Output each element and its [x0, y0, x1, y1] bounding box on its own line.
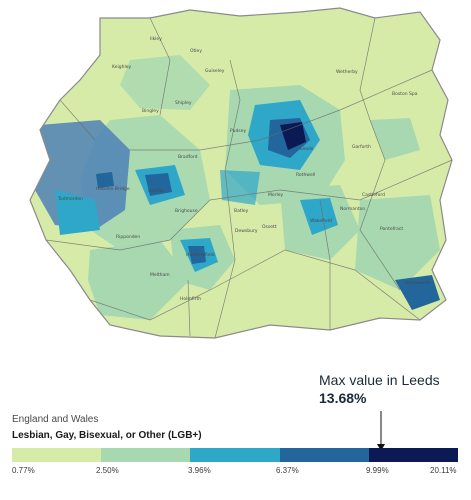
legend-tick: 3.96%: [188, 466, 211, 475]
place-label: Brighouse: [175, 208, 198, 214]
place-label: Ripponden: [116, 234, 140, 240]
place-label: Dewsbury: [235, 228, 258, 234]
place-label: Wakefield: [310, 218, 332, 224]
legend-swatch: [190, 448, 280, 462]
place-label: Normanton: [340, 206, 365, 212]
place-labels: Wetherby Otley Guiseley Keighley Shipley…: [57, 36, 431, 302]
place-label: Pudsey: [230, 128, 246, 134]
place-label: Meltham: [150, 272, 170, 278]
legend-swatch: [279, 448, 369, 462]
legend-swatch: [368, 448, 459, 462]
legend-tick: 20.11%: [430, 466, 457, 475]
place-label: Huddersfield: [186, 252, 215, 258]
district-boundaries: [45, 17, 453, 339]
place-label: Garforth: [352, 144, 371, 150]
place-label: Rothwell: [296, 172, 315, 178]
place-label: Ossett: [262, 224, 277, 230]
place-label: Keighley: [112, 64, 131, 70]
legend-tick: 9.99%: [366, 466, 389, 475]
place-label: Bradford: [178, 154, 198, 160]
place-label: Hebden Bridge: [96, 186, 130, 192]
place-label: Hemsworth: [405, 280, 431, 286]
max-value-callout: Max value in Leeds 13.68%: [319, 371, 469, 407]
place-label: Halifax: [148, 188, 164, 194]
legend-color-bar: [12, 448, 459, 462]
place-label: Batley: [234, 208, 249, 214]
legend-tick: 0.77%: [12, 466, 35, 475]
region-fill: [30, 8, 452, 338]
place-label: Leeds: [300, 146, 314, 152]
place-label: Otley: [190, 48, 202, 54]
leeds-max-area: [280, 122, 306, 150]
place-label: Pontefract: [380, 226, 403, 232]
legend-swatch: [101, 448, 191, 462]
place-label: Wetherby: [336, 69, 358, 75]
legend-tick: 2.50%: [96, 466, 119, 475]
place-label: Boston Spa: [392, 91, 418, 97]
legend-ticks: 0.77% 2.50% 3.96% 6.37% 9.99% 20.11%: [12, 466, 458, 478]
callout-prefix: Max value in Leeds: [319, 372, 440, 388]
place-label: Guiseley: [205, 68, 225, 74]
place-label: Bingley: [142, 108, 159, 114]
place-label: Castleford: [362, 192, 385, 198]
callout-value: 13.68%: [319, 390, 367, 406]
place-label: Shipley: [175, 100, 192, 106]
legend-caption: England and Wales: [12, 414, 99, 425]
place-label: Holmfirth: [180, 296, 201, 302]
legend-tick: 6.37%: [276, 466, 299, 475]
place-label: Morley: [268, 192, 284, 198]
choropleth-map[interactable]: Wetherby Otley Guiseley Keighley Shipley…: [0, 0, 471, 370]
legend-title: Lesbian, Gay, Bisexual, or Other (LGB+): [12, 430, 202, 441]
legend-swatch: [12, 448, 102, 462]
place-label: Todmorden: [57, 196, 83, 202]
place-label: Ilkley: [150, 36, 162, 42]
